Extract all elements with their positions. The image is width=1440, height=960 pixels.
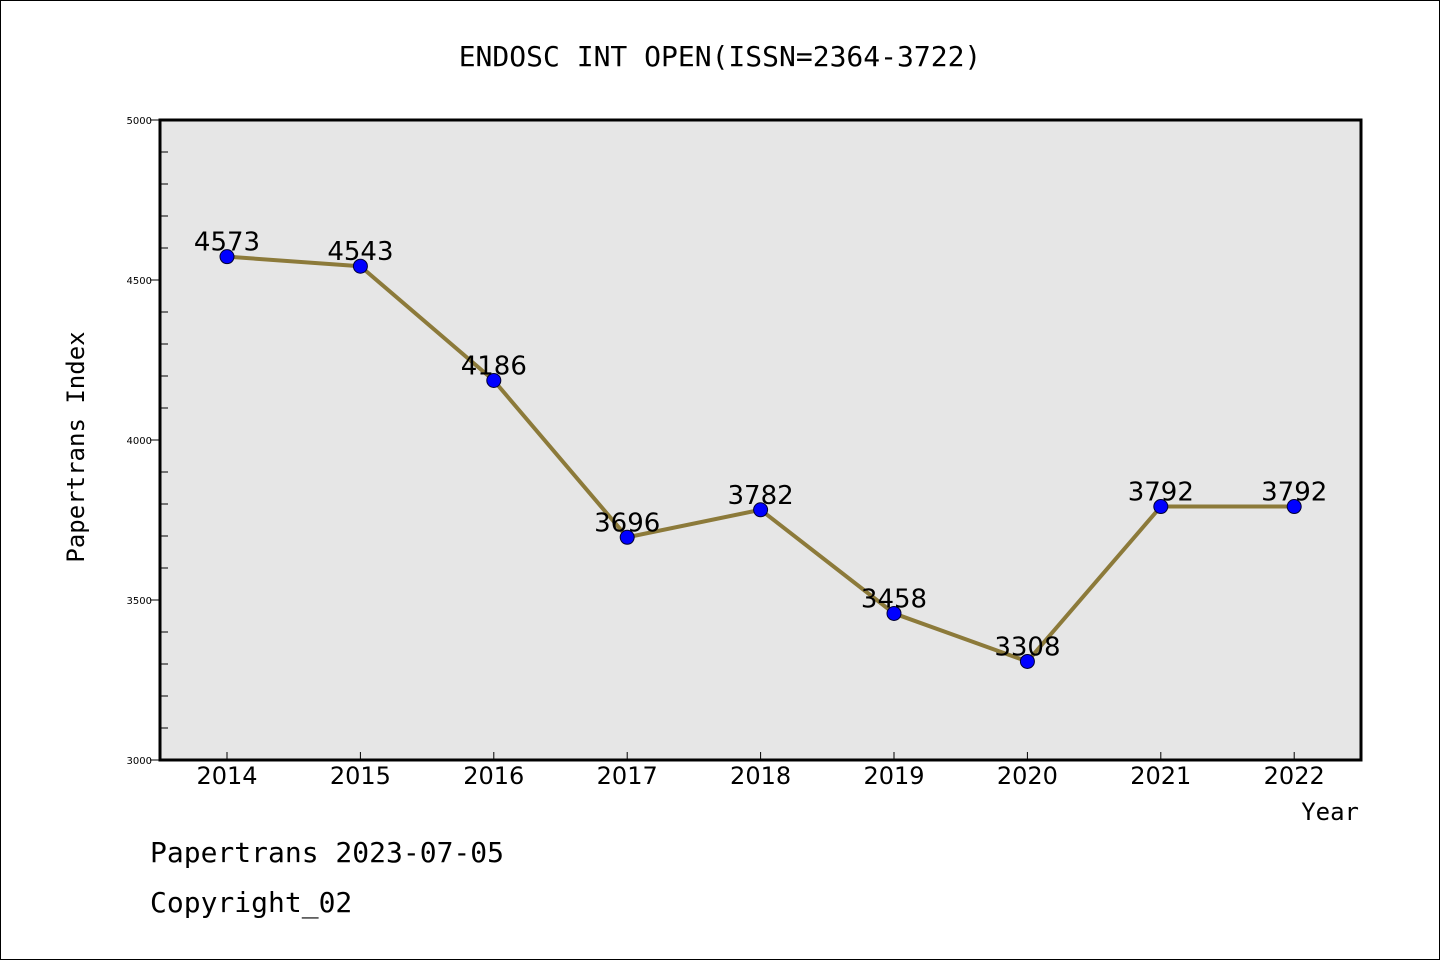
x-tick-label: 2014 [196,762,257,790]
x-tick-label: 2015 [330,762,391,790]
x-tick-label: 2018 [730,762,791,790]
chart-title: ENDOSC INT OPEN(ISSN=2364-3722) [459,40,982,73]
x-tick-label: 2021 [1130,762,1191,790]
data-point [619,529,635,545]
data-label: 3792 [1128,478,1194,508]
x-tick-label: 2020 [997,762,1058,790]
y-axis-label: Papertrans Index [62,331,90,562]
data-point [1286,499,1302,515]
x-tick-label: 2016 [463,762,524,790]
x-tick-label: 2022 [1264,762,1325,790]
data-labels: 4573 4543 4186 3696 3782 3458 3308 3792 3792 [194,228,1327,663]
data-point [219,249,235,265]
y-tick-label: 3500 [127,596,152,607]
y-tick-label: 4500 [127,276,152,287]
data-label: 4573 [194,228,260,258]
x-axis-label: Year [1301,798,1359,826]
data-label: 4543 [327,237,393,267]
y-tick-label: 5000 [127,116,152,127]
data-label: 3308 [994,632,1060,662]
data-label: 3696 [594,508,660,538]
y-tick-label: 3000 [127,756,152,767]
data-point [352,258,368,274]
data-point [1019,653,1035,669]
x-tick-label: 2019 [863,762,924,790]
series-group [219,249,1302,669]
data-label: 3458 [861,584,927,614]
footer-date-text: Papertrans 2023-07-05 [150,836,505,869]
plot-area [158,118,1363,762]
data-point [486,372,502,388]
data-point [886,605,902,621]
data-label: 3782 [728,481,794,511]
data-label: 4186 [461,351,527,381]
x-tick-label: 2017 [597,762,658,790]
footer-copyright-text: Copyright_02 [150,886,353,919]
data-point [1153,499,1169,515]
x-axis-ticks: 2014 2015 2016 2017 2018 2019 2020 2021 2022 [196,752,1325,790]
y-tick-label: 4000 [127,436,152,447]
data-label: 3792 [1261,478,1327,508]
data-point [753,502,769,518]
y-axis-ticks: 3000 3500 4000 4500 5000 [127,116,168,767]
